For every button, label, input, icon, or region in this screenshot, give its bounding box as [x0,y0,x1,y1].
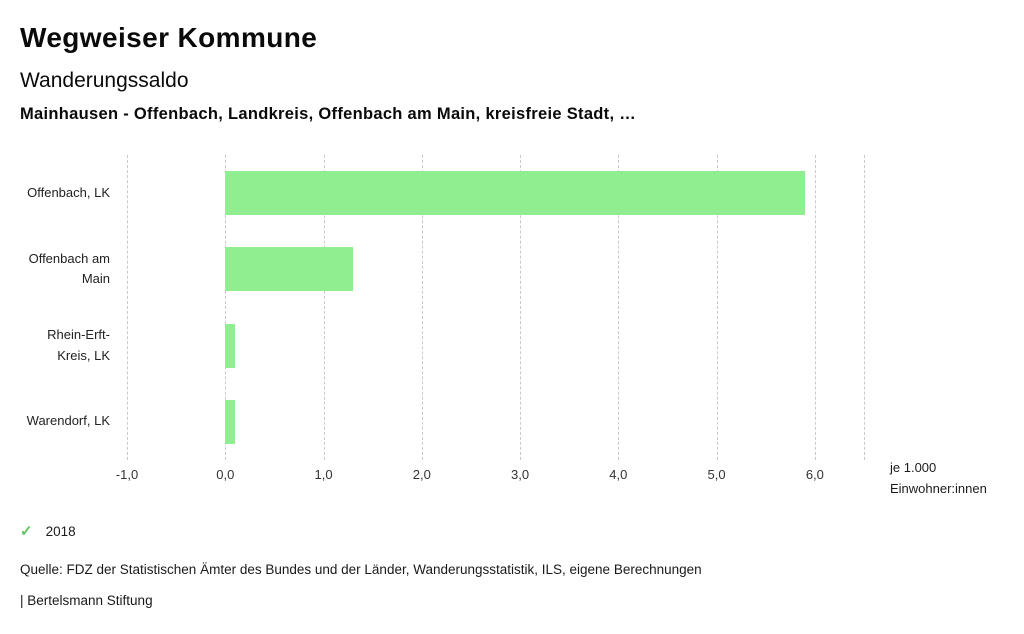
selected-regions-line: Mainhausen - Offenbach, Landkreis, Offen… [20,105,637,123]
migration-balance-bar-chart: Offenbach, LK Offenbach am Main Rhein-Erft-… [0,155,1024,500]
category-label-offenbach-lk: Offenbach, LK [27,184,110,200]
legend-year-toggle[interactable]: ✓ 2018 [20,522,76,540]
category-axis-labels: Offenbach, LK Offenbach am Main Rhein-Erft-… [0,155,118,460]
x-tick-label: 1,0 [314,467,333,482]
x-tick-label: 5,0 [707,467,726,482]
gridline [864,155,865,460]
x-tick-label: 4,0 [609,467,628,482]
gridline [814,155,816,460]
gridline [225,155,227,460]
bar-offenbach-lk[interactable] [225,171,806,216]
x-tick-label: 2,0 [412,467,431,482]
x-axis-tick-labels: -1,0 0,0 1,0 2,0 3,0 4,0 5,0 6,0 [0,467,1024,485]
gridline [127,155,128,460]
brand-note: | Bertelsmann Stiftung [20,593,153,608]
plot-area [127,155,865,460]
gridline [618,155,620,460]
x-tick-label: 3,0 [511,467,530,482]
gridline [421,155,423,460]
gridline [520,155,522,460]
bar-offenbach-am-main[interactable] [225,247,353,292]
category-label-rhein-erft-kreis-lk: Rhein-Erft- Kreis, LK [47,326,110,363]
source-note: Quelle: FDZ der Statistischen Ämter des … [20,562,702,577]
page-title: Wegweiser Kommune [20,22,318,53]
chart-title: Wanderungssaldo [20,69,189,92]
x-tick-label: 0,0 [216,467,235,482]
category-label-warendorf-lk: Warendorf, LK [26,413,110,429]
category-label-offenbach-am-main: Offenbach am Main [28,250,110,287]
axis-unit-line2: Einwohner:innen [890,480,987,496]
axis-unit-line1: je 1.000 [890,460,937,475]
legend-year-label: 2018 [45,523,76,539]
x-tick-label: -1,0 [115,467,139,482]
x-tick-label: 6,0 [805,467,824,482]
bar-warendorf-lk[interactable] [225,399,236,444]
gridline [716,155,718,460]
check-icon: ✓ [20,523,33,540]
axis-unit-label: je 1.000 Einwohner:innen [890,458,987,500]
bar-rhein-erft-kreis-lk[interactable] [225,323,236,368]
gridline [323,155,325,460]
